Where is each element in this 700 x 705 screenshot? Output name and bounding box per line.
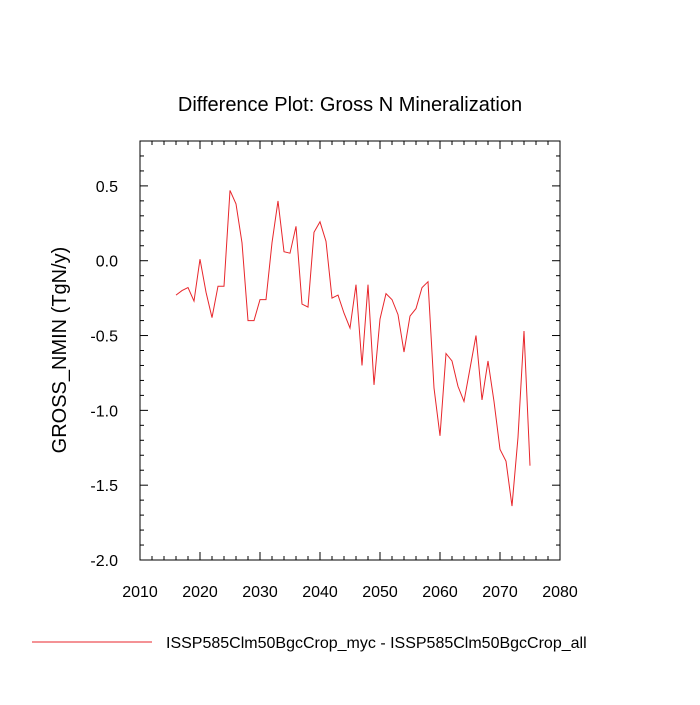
- x-tick-label: 2010: [122, 584, 158, 601]
- plot-frame: [139, 140, 561, 561]
- y-tick-label: 0.5: [96, 179, 118, 196]
- x-tick-label: 2060: [422, 584, 458, 601]
- y-tick-label: 0.0: [96, 254, 118, 271]
- x-tick-label: 2050: [362, 584, 398, 601]
- y-tick-label: -1.0: [90, 403, 118, 420]
- series-lines: [175, 190, 531, 507]
- y-tick-label: -0.5: [90, 329, 118, 346]
- x-tick-label: 2040: [302, 584, 338, 601]
- x-tick-label: 2070: [482, 584, 518, 601]
- legend: ISSP585Clm50BgcCrop_myc - ISSP585Clm50Bg…: [32, 635, 587, 652]
- axes: 2010 2020 2030 2040 2050 2060 2070 2080 -2.0 -1.5…: [90, 140, 578, 601]
- y-axis-label: GROSS_NMIN (TgN/y): [49, 247, 71, 454]
- x-tick-label: 2020: [182, 584, 218, 601]
- x-tick-label: 2080: [542, 584, 578, 601]
- legend-entry-label: ISSP585Clm50BgcCrop_myc - ISSP585Clm50Bg…: [166, 635, 587, 652]
- y-tick-label: -2.0: [90, 553, 118, 570]
- chart-title: Difference Plot: Gross N Mineralization: [178, 94, 522, 116]
- x-tick-label: 2030: [242, 584, 278, 601]
- series-line-0: [175, 190, 531, 507]
- y-tick-label: -1.5: [90, 478, 118, 495]
